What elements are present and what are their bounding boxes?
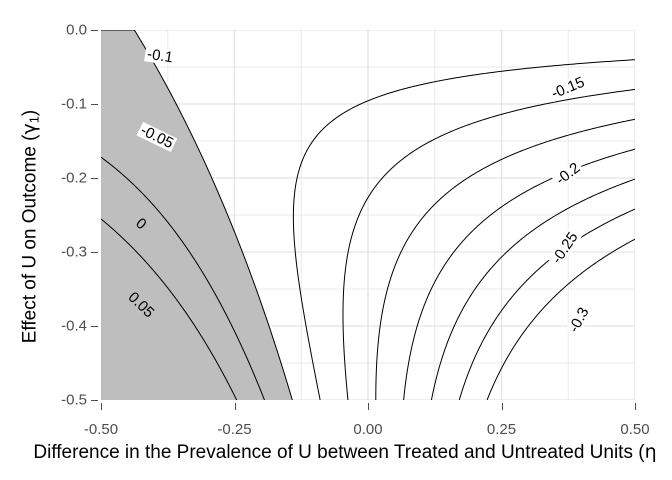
y-tick-mark (91, 178, 98, 179)
contour-line (375, 118, 635, 400)
y-tick-mark (91, 400, 98, 401)
contour-line (101, 218, 238, 400)
x-axis-title-eta: η (644, 441, 657, 463)
y-tick-label: -0.2 (61, 169, 87, 187)
y-axis-title: Effect of U on Outcome (γ1) (19, 42, 42, 412)
contour-line (101, 30, 293, 400)
x-tick-label: -0.50 (83, 421, 119, 438)
contour-label: -0.1 (143, 45, 176, 67)
y-tick-mark (91, 30, 98, 31)
x-axis-title: Difference in the Prevalence of U betwee… (0, 441, 672, 464)
y-axis-tick-labels: 0.0 -0.1 -0.2 -0.3 -0.4 -0.5 (0, 0, 101, 480)
contour-line (430, 178, 635, 400)
contour-line (101, 156, 265, 400)
y-tick-mark (91, 326, 98, 327)
y-tick-label: -0.3 (61, 243, 87, 261)
y-tick-label: 0.0 (66, 21, 87, 39)
y-tick-mark (91, 104, 98, 105)
x-axis-title-text: Difference in the Prevalence of U betwee… (33, 442, 645, 463)
contour-line (458, 208, 635, 400)
y-tick-label: -0.4 (61, 317, 87, 335)
y-tick-mark (91, 252, 98, 253)
x-tick-label: 0.25 (486, 421, 517, 438)
x-tick-mark (101, 403, 102, 410)
y-axis-title-subscript: 1 (26, 116, 42, 124)
contour-line (486, 238, 635, 400)
y-axis-title-close: ) (19, 109, 41, 117)
x-axis-tick-labels: -0.50 -0.25 0.00 0.25 0.50 (0, 400, 672, 480)
contour-line (292, 59, 635, 400)
contour-lines (101, 30, 635, 400)
y-tick-label: -0.5 (61, 391, 87, 409)
y-axis-title-gamma: γ (18, 123, 41, 135)
y-tick-label: -0.1 (61, 95, 87, 113)
x-tick-label: -0.25 (217, 421, 252, 438)
plot-panel (101, 30, 635, 400)
x-tick-mark (501, 403, 503, 410)
x-tick-mark (368, 403, 369, 410)
y-axis-tick-marks (0, 0, 101, 480)
contour-line (403, 148, 635, 400)
x-tick-mark (234, 403, 236, 410)
x-tick-mark (635, 403, 636, 410)
contour-line (342, 88, 635, 400)
x-tick-label: 0.00 (353, 421, 383, 438)
x-tick-label: 0.50 (620, 421, 650, 438)
y-axis-title-text: Effect of U on Outcome ( (19, 134, 41, 344)
